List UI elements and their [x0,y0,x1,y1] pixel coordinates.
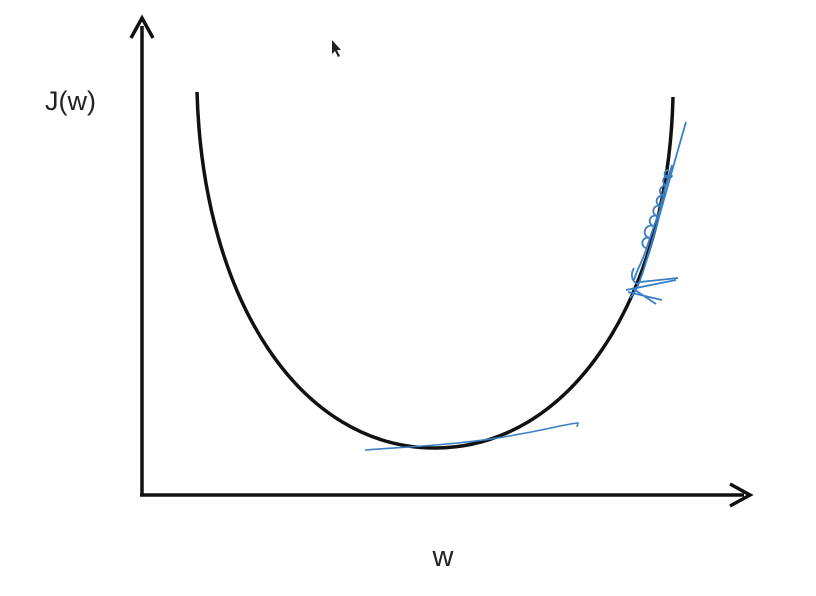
cursor [332,40,341,57]
x-axis-label: w [432,541,455,573]
cost-curve [195,91,675,450]
tangent-scribble [364,422,580,451]
y-axis-arrow [129,14,155,39]
gradient-scribble [625,121,687,305]
y-axis-label: J(w) [45,86,96,116]
x-axis-arrow [729,482,754,508]
